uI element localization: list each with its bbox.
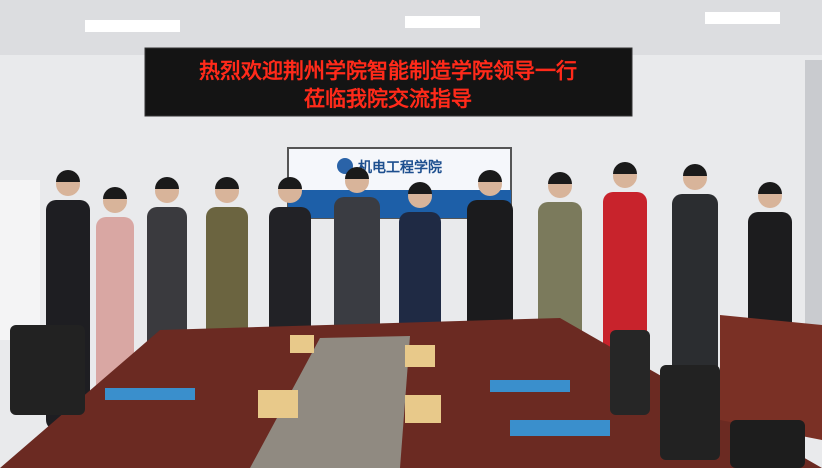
- person-hair: [548, 172, 572, 184]
- person-hair: [408, 182, 432, 194]
- brochure: [105, 388, 195, 400]
- brochure: [490, 380, 570, 392]
- brochure: [510, 420, 610, 436]
- logo: [337, 158, 353, 174]
- window: [805, 60, 822, 360]
- person-hair: [103, 187, 127, 199]
- person-hair: [345, 167, 369, 179]
- person-hair: [215, 177, 239, 189]
- banner-line: 热烈欢迎荆州学院智能制造学院领导一行: [199, 59, 577, 83]
- chair: [610, 330, 650, 415]
- person-hair: [155, 177, 179, 189]
- chair: [660, 365, 720, 460]
- chair: [730, 420, 805, 468]
- ceiling-light: [85, 20, 180, 32]
- ceiling-light: [405, 16, 480, 28]
- led-banner: [144, 47, 633, 117]
- person-hair: [56, 170, 80, 182]
- chair: [10, 325, 85, 415]
- person-hair: [683, 164, 707, 176]
- person-hair: [758, 182, 782, 194]
- person-hair: [278, 177, 302, 189]
- door: [0, 180, 40, 340]
- tissue-box: [405, 395, 441, 423]
- person-hair: [613, 162, 637, 174]
- glass-top: [250, 336, 410, 468]
- banner-line: 莅临我院交流指导: [304, 87, 472, 111]
- side-table: [720, 315, 822, 440]
- person-hair: [478, 170, 502, 182]
- screen-title: 机电工程学院: [358, 159, 442, 176]
- tissue-box: [258, 390, 298, 418]
- tissue-box: [290, 335, 314, 353]
- ceiling-light: [705, 12, 780, 24]
- tissue-box: [405, 345, 435, 367]
